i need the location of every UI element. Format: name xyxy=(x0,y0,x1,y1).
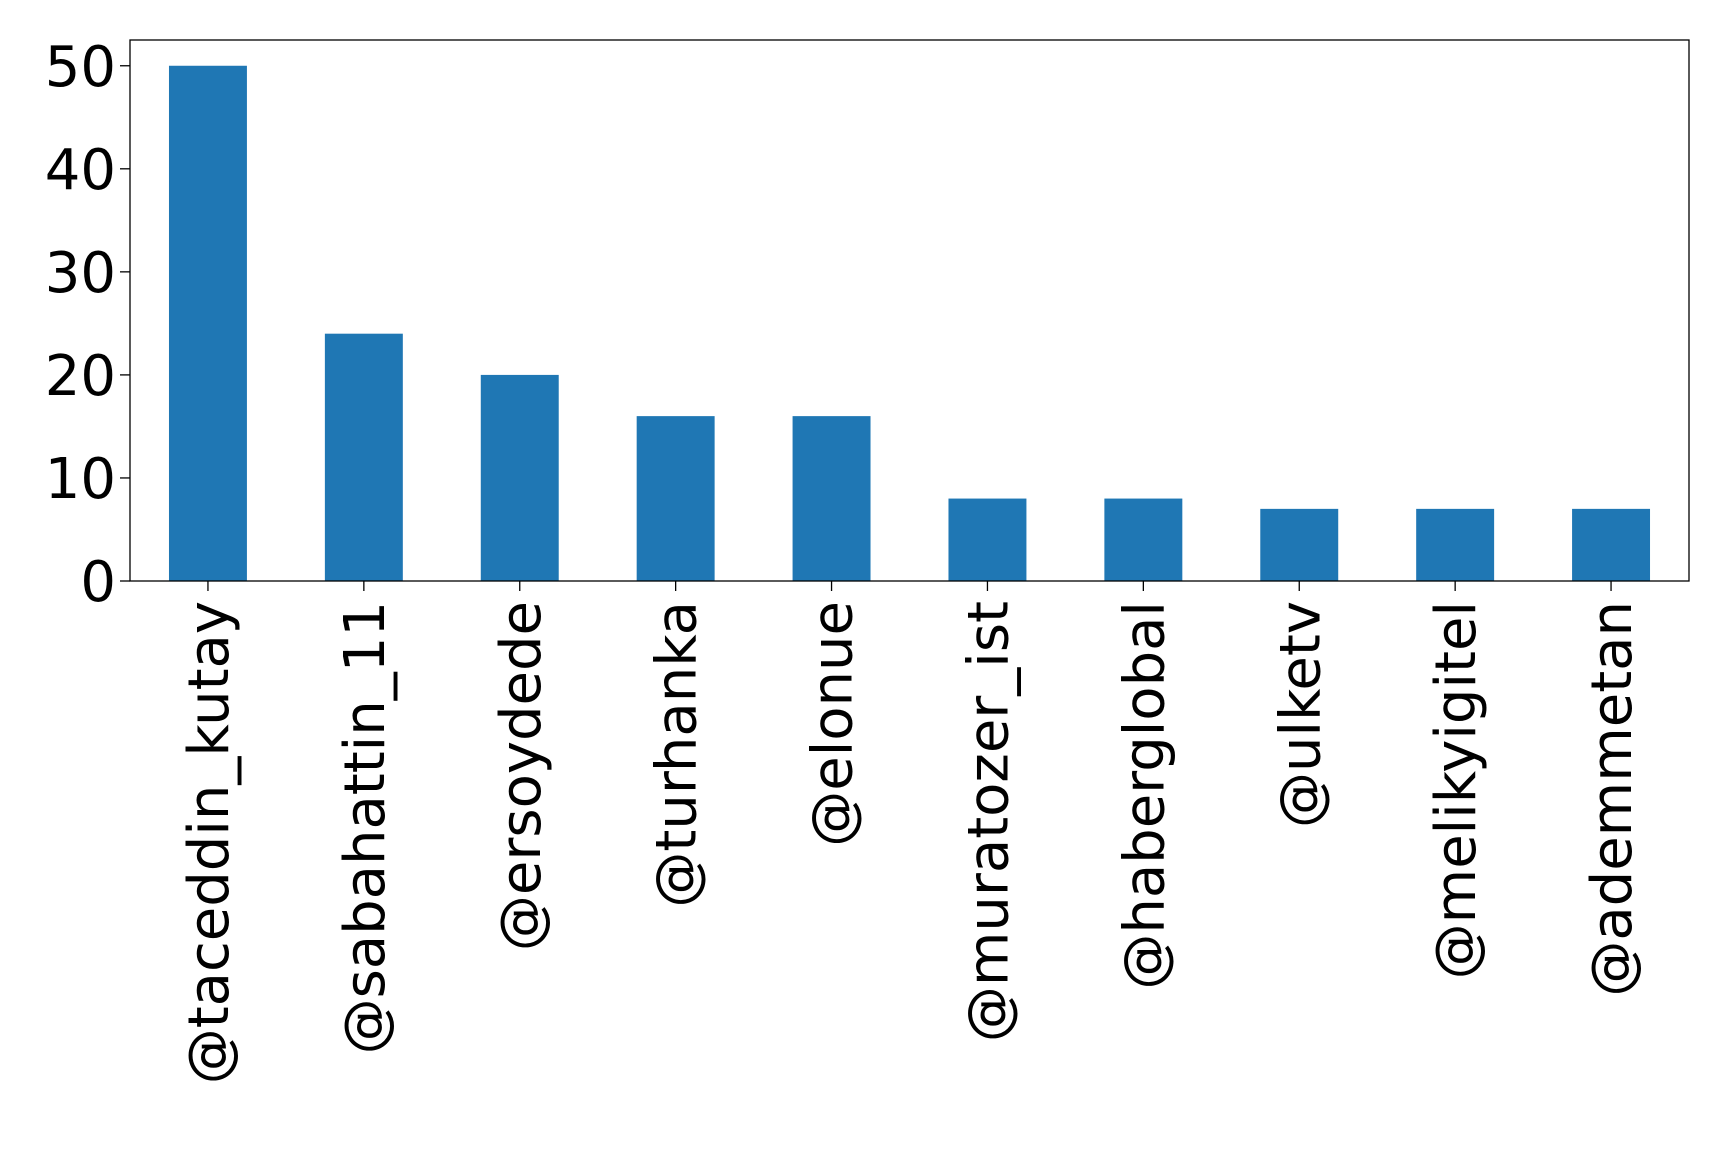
x-tick-label: @haberglobal xyxy=(1112,601,1177,990)
y-axis: 0 10 20 30 40 50 xyxy=(45,35,130,615)
x-tick-label: @elonue xyxy=(801,601,866,847)
y-tick-label: 50 xyxy=(45,35,116,100)
y-tick-label: 10 xyxy=(45,447,116,512)
plot-frame xyxy=(129,39,1690,582)
x-tick-label: @turhanka xyxy=(645,601,710,908)
bar-ademmetan xyxy=(1572,508,1651,581)
x-tick-label: @ersoydede xyxy=(489,601,554,951)
bar-muratozer_ist xyxy=(948,498,1027,581)
x-tick-label: @melikyigitel xyxy=(1424,601,1489,979)
bar-taceddin_kutay xyxy=(168,65,247,581)
x-tick-label: @muratozer_ist xyxy=(956,601,1021,1042)
x-tick-label: @ulketv xyxy=(1268,601,1333,828)
y-tick-label: 20 xyxy=(45,344,116,409)
bar-turhanka xyxy=(636,416,715,581)
bar-ersoydede xyxy=(480,374,559,581)
x-tick-label: @ademmetan xyxy=(1580,601,1645,997)
bars-group xyxy=(168,65,1651,581)
y-tick-label: 0 xyxy=(80,550,116,615)
y-tick-label: 40 xyxy=(45,138,116,203)
bar-ulketv xyxy=(1260,508,1339,581)
bar-elonue xyxy=(792,416,871,581)
bar-melikyigitel xyxy=(1416,508,1495,581)
x-tick-label: @sabahattin_11 xyxy=(333,601,398,1054)
x-tick-label: @taceddin_kutay xyxy=(177,601,242,1084)
bar-haberglobal xyxy=(1104,498,1183,581)
bar-sabahattin_11 xyxy=(324,333,403,581)
y-tick-label: 30 xyxy=(45,241,116,306)
x-axis: @taceddin_kutay @sabahattin_11 @ersoydede @… xyxy=(177,581,1645,1084)
